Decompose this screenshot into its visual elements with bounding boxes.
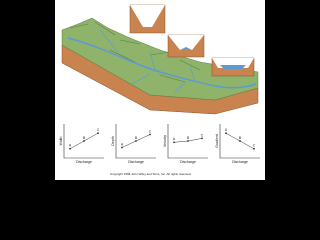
point [83,140,85,142]
y-axis-label: Depth [111,136,115,145]
point [149,133,151,136]
point [201,137,203,140]
point [253,147,255,150]
x-axis-label: Discharge [232,160,248,164]
point-label: A [121,142,124,146]
point-label: C [253,144,256,148]
point [97,132,99,135]
point-label: C [97,128,100,132]
point-label: C [149,129,152,133]
x-axis-label: Discharge [180,160,196,164]
x-axis-label: Discharge [128,160,144,164]
copyright: Copyright 1998 John Wiley and Sons, Inc.… [110,172,192,176]
axes [63,124,104,159]
point-label: B [187,136,190,140]
y-axis-label: Gradient [215,134,219,147]
tributaries [99,29,196,93]
point-label: A [173,137,176,141]
section-middle-water [180,47,192,50]
point [135,140,137,142]
ridges [69,21,201,83]
section-lower-water [220,65,246,69]
point-label: B [239,136,242,140]
section-middle-valley [168,35,204,50]
terrain-block [61,17,259,115]
x-axis-label: Discharge [76,160,92,164]
point [173,141,175,144]
axes [219,124,260,159]
point-label: B [83,136,86,140]
point [225,132,227,135]
point [69,147,71,150]
point [239,140,241,142]
y-axis-label: Velocity [163,135,167,147]
point-label: B [135,136,138,140]
axes [115,124,156,159]
point-label: A [225,128,228,132]
axes [167,124,208,159]
point-label: C [201,133,204,137]
point [121,146,123,149]
section-upper-valley [130,5,165,27]
river [67,37,257,89]
point-label: A [69,144,72,148]
point [187,140,189,142]
y-axis-label: Width [59,136,63,145]
figure: Copyright 1998 John Wiley and Sons, Inc.… [55,0,265,180]
page: Copyright 1998 John Wiley and Sons, Inc.… [55,0,265,180]
cross-sections [129,4,255,77]
